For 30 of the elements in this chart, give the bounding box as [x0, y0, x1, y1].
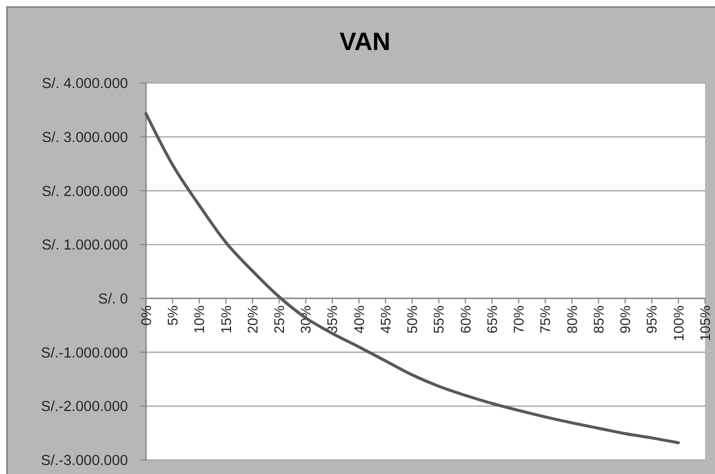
x-tick-label: 85% [590, 305, 606, 334]
x-tick-label: 75% [537, 305, 554, 334]
x-tick-label: 55% [430, 305, 447, 334]
y-tick-label: S/. 3.000.000 [42, 130, 128, 146]
y-tick-label: S/. 4.000.000 [42, 76, 128, 92]
x-tick-label: 25% [270, 305, 287, 334]
y-tick-label: S/. 0 [98, 292, 128, 308]
x-tick-label: 10% [191, 305, 208, 334]
x-tick-label: 70% [510, 305, 527, 334]
y-tick-label: S/. 2.000.000 [42, 184, 128, 200]
x-tick-label: 95% [644, 305, 660, 334]
chart-title: VAN [340, 28, 390, 56]
x-tick-label: 60% [457, 305, 474, 334]
x-tick-label: 90% [617, 305, 634, 334]
x-tick-label: 40% [350, 305, 367, 334]
x-tick-label: 80% [564, 305, 580, 334]
x-tick-label: 65% [484, 305, 500, 334]
x-tick-label: 45% [377, 305, 394, 334]
x-tick-label: 50% [404, 305, 420, 334]
y-tick-label: S/.-1.000.000 [40, 345, 128, 362]
x-tick-label: 105% [696, 305, 713, 342]
x-tick-label: 5% [164, 305, 181, 326]
y-tick-label: S/.-3.000.000 [40, 453, 128, 470]
x-tick-label: 15% [218, 305, 234, 334]
x-tick-label: 0% [138, 305, 154, 326]
y-tick-label: S/.-2.000.000 [40, 399, 128, 416]
y-tick-label: S/. 1.000.000 [42, 238, 128, 254]
x-tick-label: 35% [324, 305, 340, 334]
x-tick-label: 20% [244, 305, 260, 334]
x-tick-label: 100% [670, 305, 686, 342]
